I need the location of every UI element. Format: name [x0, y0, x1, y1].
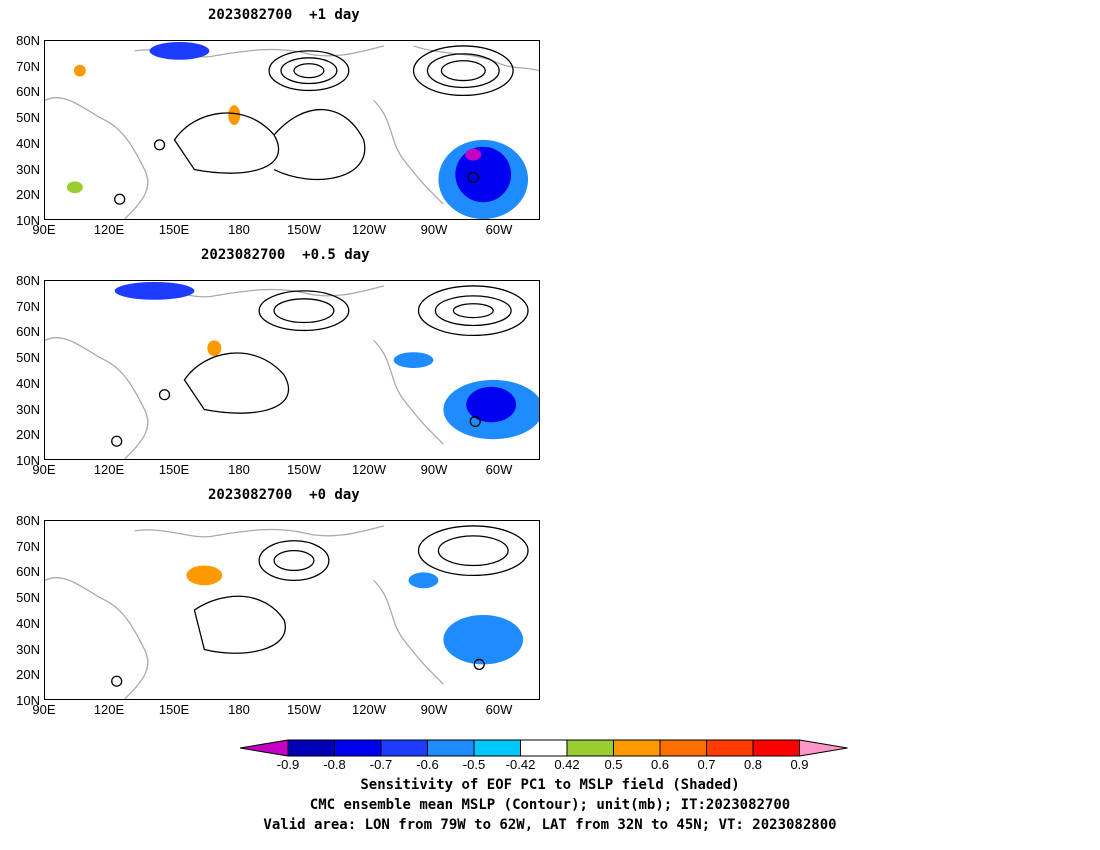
lon-tick-label: 150E: [158, 702, 190, 717]
lat-tick-label: 10N: [16, 453, 40, 468]
lat-tick-label: 80N: [16, 33, 40, 48]
lon-tick-label: 90W: [420, 462, 448, 477]
lon-tick-label: 90W: [420, 702, 448, 717]
colorbar-swatch: [799, 739, 848, 757]
colorbar-tick-label: -0.5: [462, 757, 486, 772]
lat-tick-label: 60N: [16, 84, 40, 100]
lat-tick-label: 20N: [16, 427, 40, 443]
panel-title-1: 2023082700 +1 day: [208, 7, 360, 23]
mslp-contours: [111, 285, 529, 447]
coastlines: [45, 525, 444, 699]
caption-line-1: Sensitivity of EOF PC1 to MSLP field (Sh…: [360, 777, 740, 793]
map-plot-2: [45, 281, 539, 459]
lon-tick-label: 180: [228, 462, 250, 477]
lon-tick-label: 120E: [93, 462, 125, 477]
colorbar-swatch: [473, 739, 521, 757]
lat-tick-label: 80N: [16, 273, 40, 288]
lon-tick-label: 150W: [287, 702, 321, 717]
lat-tick-label: 40N: [16, 135, 40, 151]
colorbar-swatch: [334, 739, 382, 757]
lon-tick-label: 120E: [93, 702, 125, 717]
lat-tick-label: 40N: [16, 615, 40, 631]
shading: [114, 281, 539, 440]
colorbar-tick-label: 0.42: [554, 757, 580, 772]
panel-title-3: 2023082700 +0 day: [208, 487, 360, 503]
lat-tick-label: 60N: [16, 324, 40, 340]
lat-tick-label: 50N: [16, 110, 40, 126]
map-panel-2: [44, 280, 540, 460]
lat-tick-label: 70N: [16, 538, 40, 554]
lat-tick-label: 70N: [16, 58, 40, 74]
colorbar-tick-label: 0.7: [697, 757, 716, 772]
lon-tick-label: 60W: [485, 702, 513, 717]
caption-line-2: CMC ensemble mean MSLP (Contour); unit(m…: [309, 797, 791, 813]
lon-tick-label: 120W: [352, 222, 386, 237]
lon-tick-label: 120W: [352, 462, 386, 477]
colorbar-swatch: [706, 739, 754, 757]
colorbar-tick-label: 0.5: [604, 757, 623, 772]
lat-tick-label: 50N: [16, 590, 40, 606]
lat-tick-label: 30N: [16, 401, 40, 417]
lon-tick-label: 90W: [420, 222, 448, 237]
colorbar-tick-label: -0.6: [416, 757, 439, 772]
coastlines: [45, 285, 444, 459]
lat-tick-label: 40N: [16, 375, 40, 391]
colorbar-tick-label: -0.9: [276, 757, 300, 772]
lon-tick-label: 60W: [485, 462, 513, 477]
shading: [186, 565, 524, 665]
map-panel-1: [44, 40, 540, 220]
lon-tick-label: 60W: [485, 222, 513, 237]
colorbar-tick-label: -0.42: [505, 757, 536, 772]
colorbar-swatch: [380, 739, 428, 757]
colorbar-swatch: [613, 739, 661, 757]
lon-tick-label: 120E: [93, 222, 125, 237]
colorbar-swatch: [752, 739, 800, 757]
colorbar-swatch: [566, 739, 614, 757]
lon-tick-label: 150E: [158, 222, 190, 237]
lon-tick-label: 150W: [287, 222, 321, 237]
colorbar-tick-label: 0.8: [743, 757, 763, 772]
colorbar-swatch: [240, 739, 289, 757]
panel-title-2: 2023082700 +0.5 day: [201, 247, 370, 263]
lat-tick-label: 10N: [16, 693, 40, 708]
colorbar-tick-label: -0.7: [369, 757, 393, 772]
colorbar-swatch: [520, 739, 568, 757]
lon-tick-label: 120W: [352, 702, 386, 717]
lat-tick-label: 50N: [16, 350, 40, 366]
mslp-contours: [114, 45, 514, 205]
lat-tick-label: 30N: [16, 641, 40, 657]
colorbar-swatch: [287, 739, 335, 757]
colorbar-tick-label: -0.8: [323, 757, 346, 772]
map-plot-1: [45, 41, 539, 219]
colorbar-swatch: [659, 739, 707, 757]
lat-tick-label: 20N: [16, 667, 40, 683]
lat-tick-label: 20N: [16, 187, 40, 203]
map-plot-3: [45, 525, 529, 699]
lon-tick-label: 90E: [32, 222, 56, 237]
lat-tick-label: 60N: [16, 564, 40, 580]
colorbar-tick-label: 0.9: [790, 757, 809, 772]
lat-tick-label: 70N: [16, 298, 40, 314]
lon-tick-label: 180: [228, 222, 250, 237]
lat-tick-label: 80N: [16, 513, 40, 528]
colorbar-swatch: [427, 739, 475, 757]
lon-tick-label: 90E: [32, 702, 56, 717]
colorbar: [240, 739, 848, 757]
shading: [66, 41, 529, 219]
lon-tick-label: 180: [228, 702, 250, 717]
lon-tick-label: 90E: [32, 462, 56, 477]
lat-tick-label: 10N: [16, 213, 40, 228]
colorbar-tick-label: 0.6: [650, 757, 670, 772]
lon-tick-label: 150E: [158, 462, 190, 477]
lat-tick-label: 30N: [16, 161, 40, 177]
lon-tick-label: 150W: [287, 462, 321, 477]
map-panel-3: [44, 520, 540, 700]
caption-line-3: Valid area: LON from 79W to 62W, LAT fro…: [263, 817, 837, 833]
mslp-contours: [111, 525, 529, 687]
